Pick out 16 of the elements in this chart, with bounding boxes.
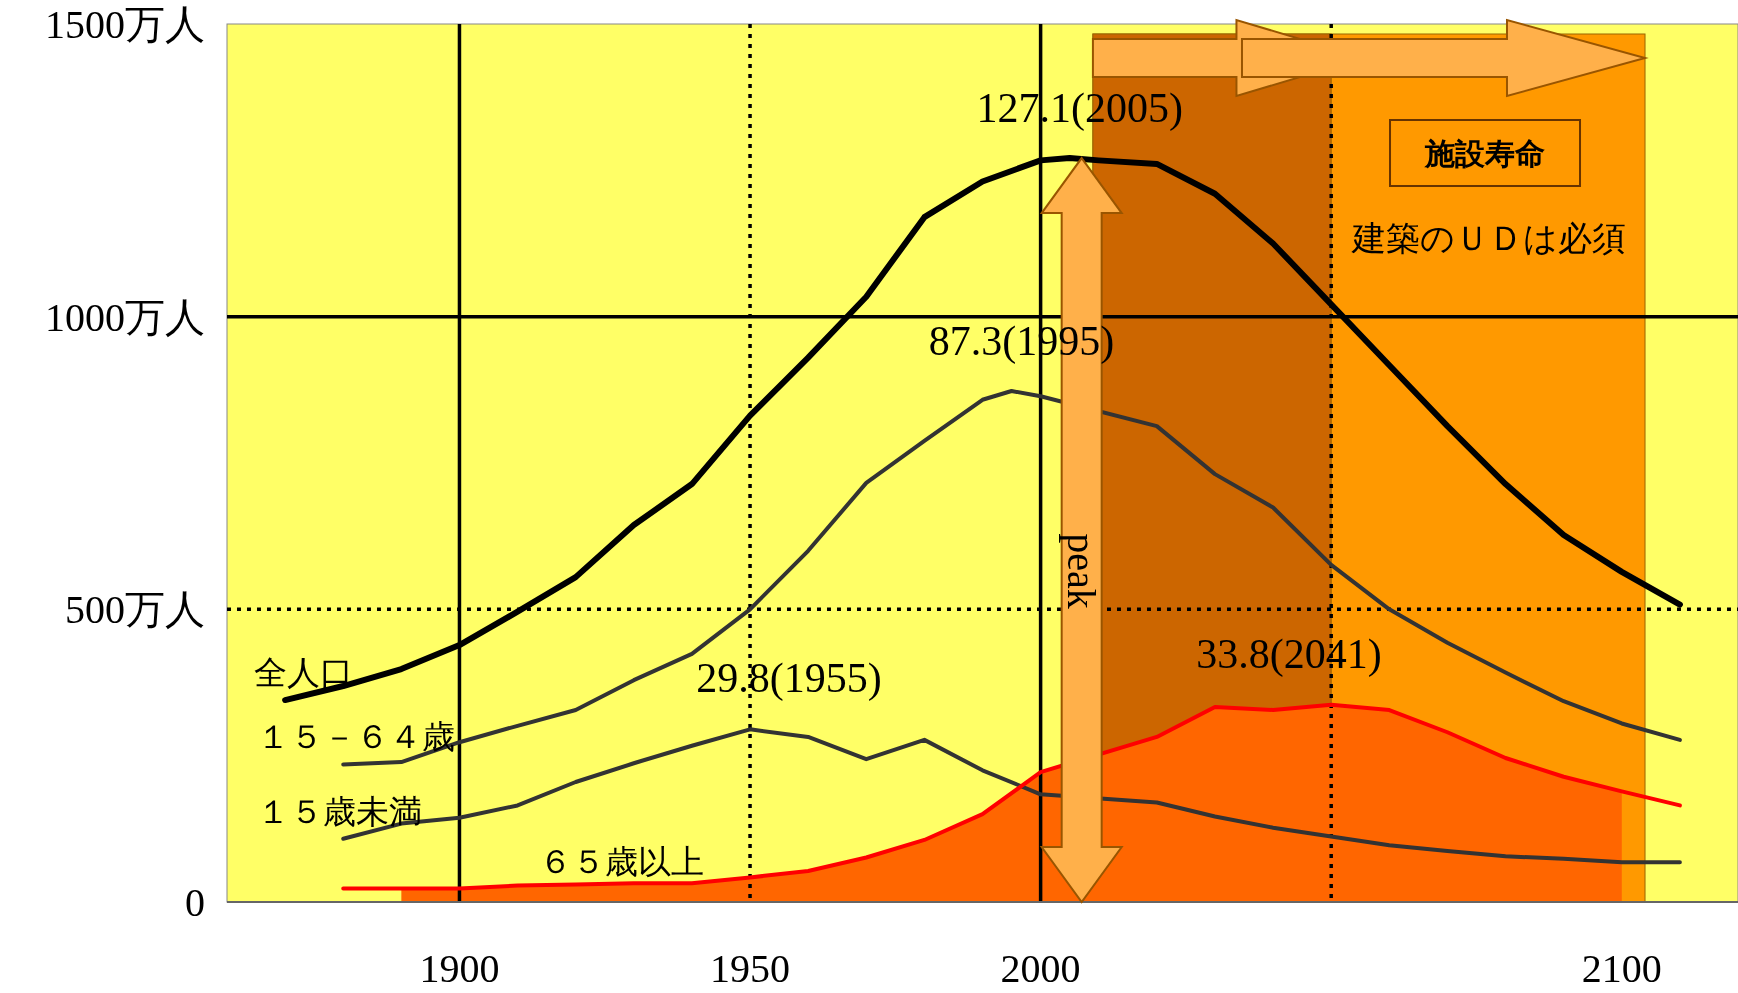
x-tick-label: 2100 (1581, 946, 1662, 991)
series-label: １５歳未満 (257, 791, 423, 831)
y-tick-label: 1500万人 (45, 2, 205, 47)
annotation: 29.8(1955) (696, 654, 882, 702)
x-tick-label: 2000 (1000, 946, 1081, 991)
annotation: peak (1058, 533, 1104, 609)
x-tick-label: 1900 (419, 946, 500, 991)
annotation: 33.8(2041) (1196, 631, 1382, 679)
y-tick-label: 0 (185, 880, 205, 925)
annotation: 建築のＵＤは必須 (1351, 218, 1626, 258)
series-label: １５－６４歳 (257, 717, 456, 757)
series-label: ６５歳以上 (539, 841, 705, 881)
x-tick-label: 1950 (710, 946, 791, 991)
y-tick-label: 1000万人 (45, 294, 205, 340)
y-tick-label: 500万人 (65, 587, 205, 633)
band-label: 施設寿命 (1424, 136, 1546, 171)
